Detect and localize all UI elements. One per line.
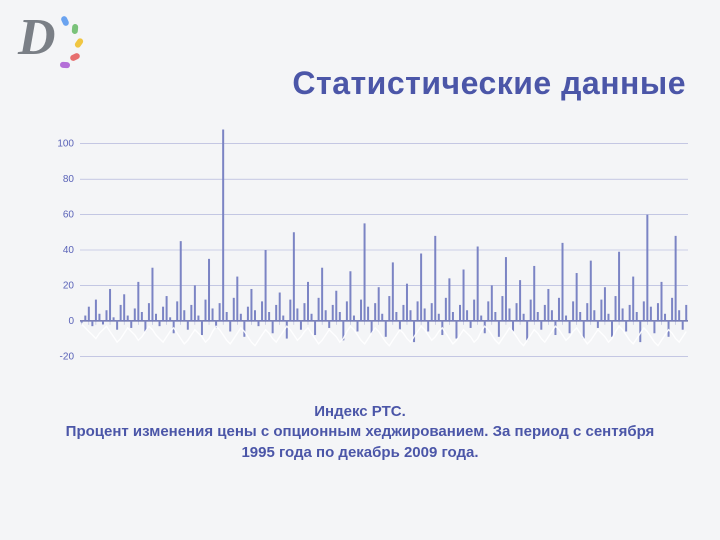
burst-ray-icon: [74, 37, 85, 49]
burst-ray-icon: [69, 52, 81, 62]
chart-caption: Индекс РТС. Процент изменения цены с опци…: [50, 402, 670, 463]
caption-line: Процент изменения цены с опционным хеджи…: [66, 423, 655, 460]
caption-line: Индекс РТС.: [314, 403, 406, 420]
page-title: Статистические данные: [292, 65, 686, 102]
svg-text:100: 100: [57, 139, 74, 150]
svg-text:0: 0: [68, 316, 74, 327]
burst-ray-icon: [60, 15, 70, 27]
logo: D: [18, 14, 90, 74]
svg-text:-20: -20: [60, 351, 75, 362]
svg-text:20: 20: [63, 280, 75, 291]
rts-index-chart: -20 0 20 40 60 80 100: [40, 120, 692, 380]
burst-ray-icon: [72, 24, 79, 34]
logo-letter: D: [18, 8, 56, 67]
svg-text:80: 80: [63, 174, 75, 185]
svg-text:60: 60: [63, 210, 75, 221]
slide-root: D Статистические данные -20020406080100 …: [0, 0, 720, 540]
burst-ray-icon: [60, 62, 70, 69]
chart-svg: -20 0 20 40 60 80 100: [40, 120, 692, 380]
svg-text:40: 40: [63, 245, 75, 256]
